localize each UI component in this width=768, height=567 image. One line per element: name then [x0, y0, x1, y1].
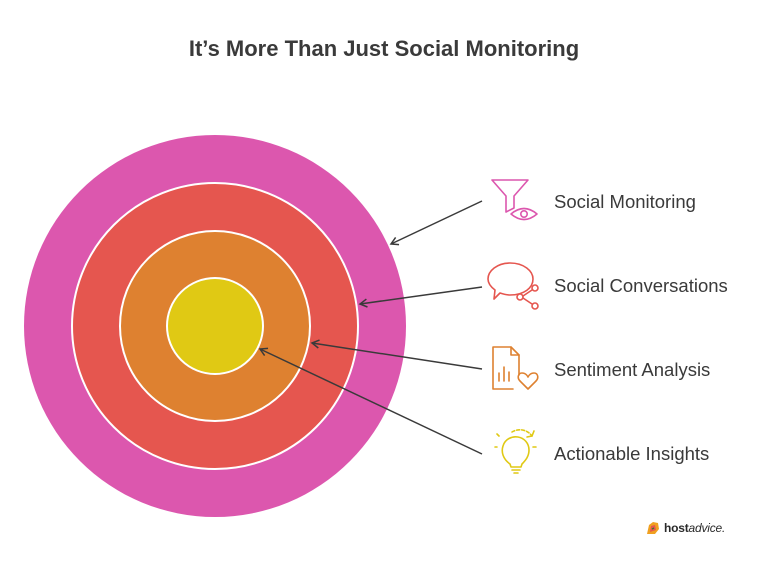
layer-label-social-conversations: Social Conversations	[554, 275, 728, 296]
lightbulb-icon	[494, 429, 537, 474]
ring-actionable-insights	[166, 277, 264, 375]
layer-label-sentiment-analysis: Sentiment Analysis	[554, 359, 711, 380]
hostadvice-logo-icon	[647, 522, 659, 534]
layer-label-social-monitoring: Social Monitoring	[554, 191, 696, 212]
arrow-sentiment-analysis	[310, 339, 483, 370]
arrow-social-monitoring	[389, 200, 483, 246]
page-title: It’s More Than Just Social Monitoring	[188, 36, 580, 61]
arrow-actionable-insights	[258, 347, 483, 455]
brand-watermark: hostadvice.	[645, 520, 725, 536]
report-heart-icon	[492, 346, 539, 390]
chat-share-icon	[487, 262, 539, 310]
funnel-eye-icon	[491, 179, 538, 221]
layer-label-actionable-insights: Actionable Insights	[554, 443, 710, 464]
arrow-social-conversations	[358, 286, 483, 308]
brand-name: hostadvice.	[664, 521, 726, 535]
